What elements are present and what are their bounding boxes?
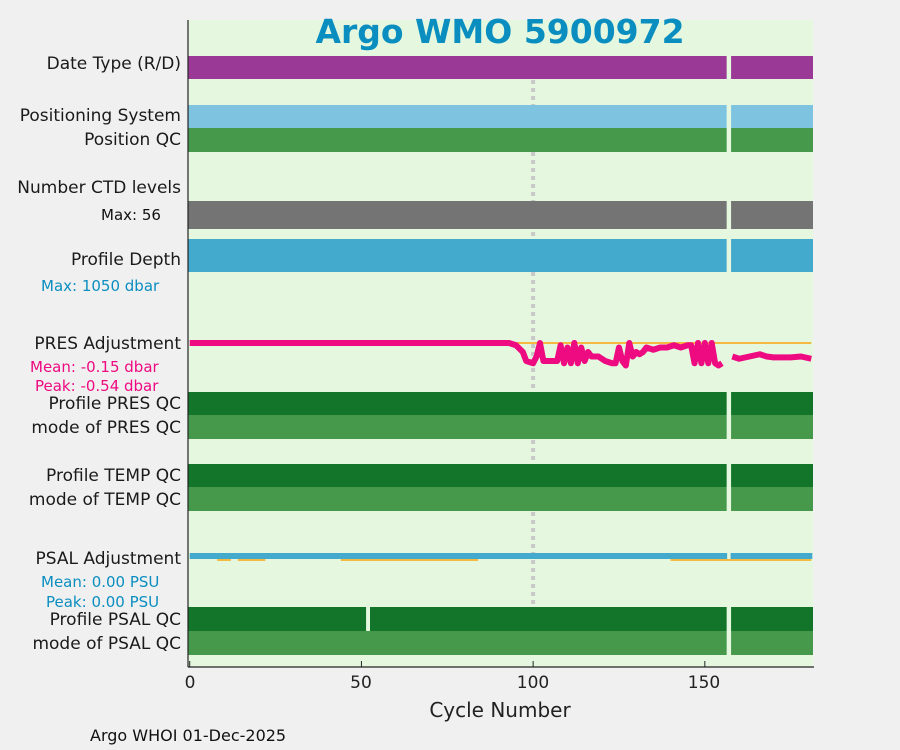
x-tick-label: 100 [516, 673, 550, 693]
ctd-levels-bar [188, 201, 727, 229]
label-position-qc: Position QC [84, 130, 181, 150]
temp-qc-bar [188, 464, 727, 487]
temp-mode-bar [188, 487, 727, 511]
date-type-bar [188, 56, 727, 79]
temp-mode-bar [731, 487, 813, 511]
label-pres-mode: mode of PRES QC [31, 418, 181, 438]
label-profile-depth: Profile Depth [70, 250, 181, 270]
x-tick-label: 50 [350, 673, 372, 693]
position-qc-bar [731, 128, 813, 152]
x-axis-label: Cycle Number [429, 698, 571, 722]
footer-credit: Argo WHOI 01-Dec-2025 [90, 726, 287, 745]
label-date-type: Date Type (R/D) [46, 54, 181, 74]
label-psal-mode: mode of PSAL QC [32, 634, 181, 654]
x-tick-label: 150 [687, 673, 721, 693]
position-qc-bar [188, 128, 727, 152]
chart-title: Argo WMO 5900972 [315, 12, 685, 51]
positioning-system-bar [188, 105, 727, 128]
pres-peak: Peak: -0.54 dbar [35, 377, 159, 395]
psal-peak: Peak: 0.00 PSU [46, 593, 160, 611]
ctd-max: Max: 56 [101, 206, 161, 224]
profile-depth-bar [188, 239, 727, 272]
profile-depth-bar [731, 239, 813, 272]
psal-qc-bar [370, 607, 727, 631]
pres-qc-bar [731, 392, 813, 415]
pres-adjustment-line [731, 351, 812, 362]
positioning-system-bar [731, 105, 813, 128]
label-temp-mode: mode of TEMP QC [28, 490, 181, 510]
psal-qc-bar [731, 607, 813, 631]
label-positioning-system: Positioning System [19, 106, 181, 126]
temp-qc-bar [731, 464, 813, 487]
psal-mean: Mean: 0.00 PSU [41, 573, 160, 591]
pres-mode-bar [188, 415, 727, 439]
pres-qc-bar [188, 392, 727, 415]
label-pres-qc: Profile PRES QC [48, 394, 181, 414]
psal-mode-bar [731, 631, 813, 655]
label-psal-qc: Profile PSAL QC [49, 610, 181, 630]
label-psal-adjustment: PSAL Adjustment [35, 549, 181, 569]
pres-adjustment-line [189, 340, 724, 369]
label-ctd-levels: Number CTD levels [17, 178, 181, 198]
pres-mean: Mean: -0.15 dbar [30, 358, 159, 376]
psal-mode-bar [188, 631, 727, 655]
ctd-levels-bar [731, 201, 813, 229]
psal-qc-bar [188, 607, 367, 631]
label-pres-adjustment: PRES Adjustment [34, 334, 181, 354]
date-type-bar [731, 56, 813, 79]
label-temp-qc: Profile TEMP QC [46, 466, 181, 486]
depth-max: Max: 1050 dbar [41, 277, 160, 295]
pres-mode-bar [731, 415, 813, 439]
x-tick-label: 0 [184, 673, 196, 693]
